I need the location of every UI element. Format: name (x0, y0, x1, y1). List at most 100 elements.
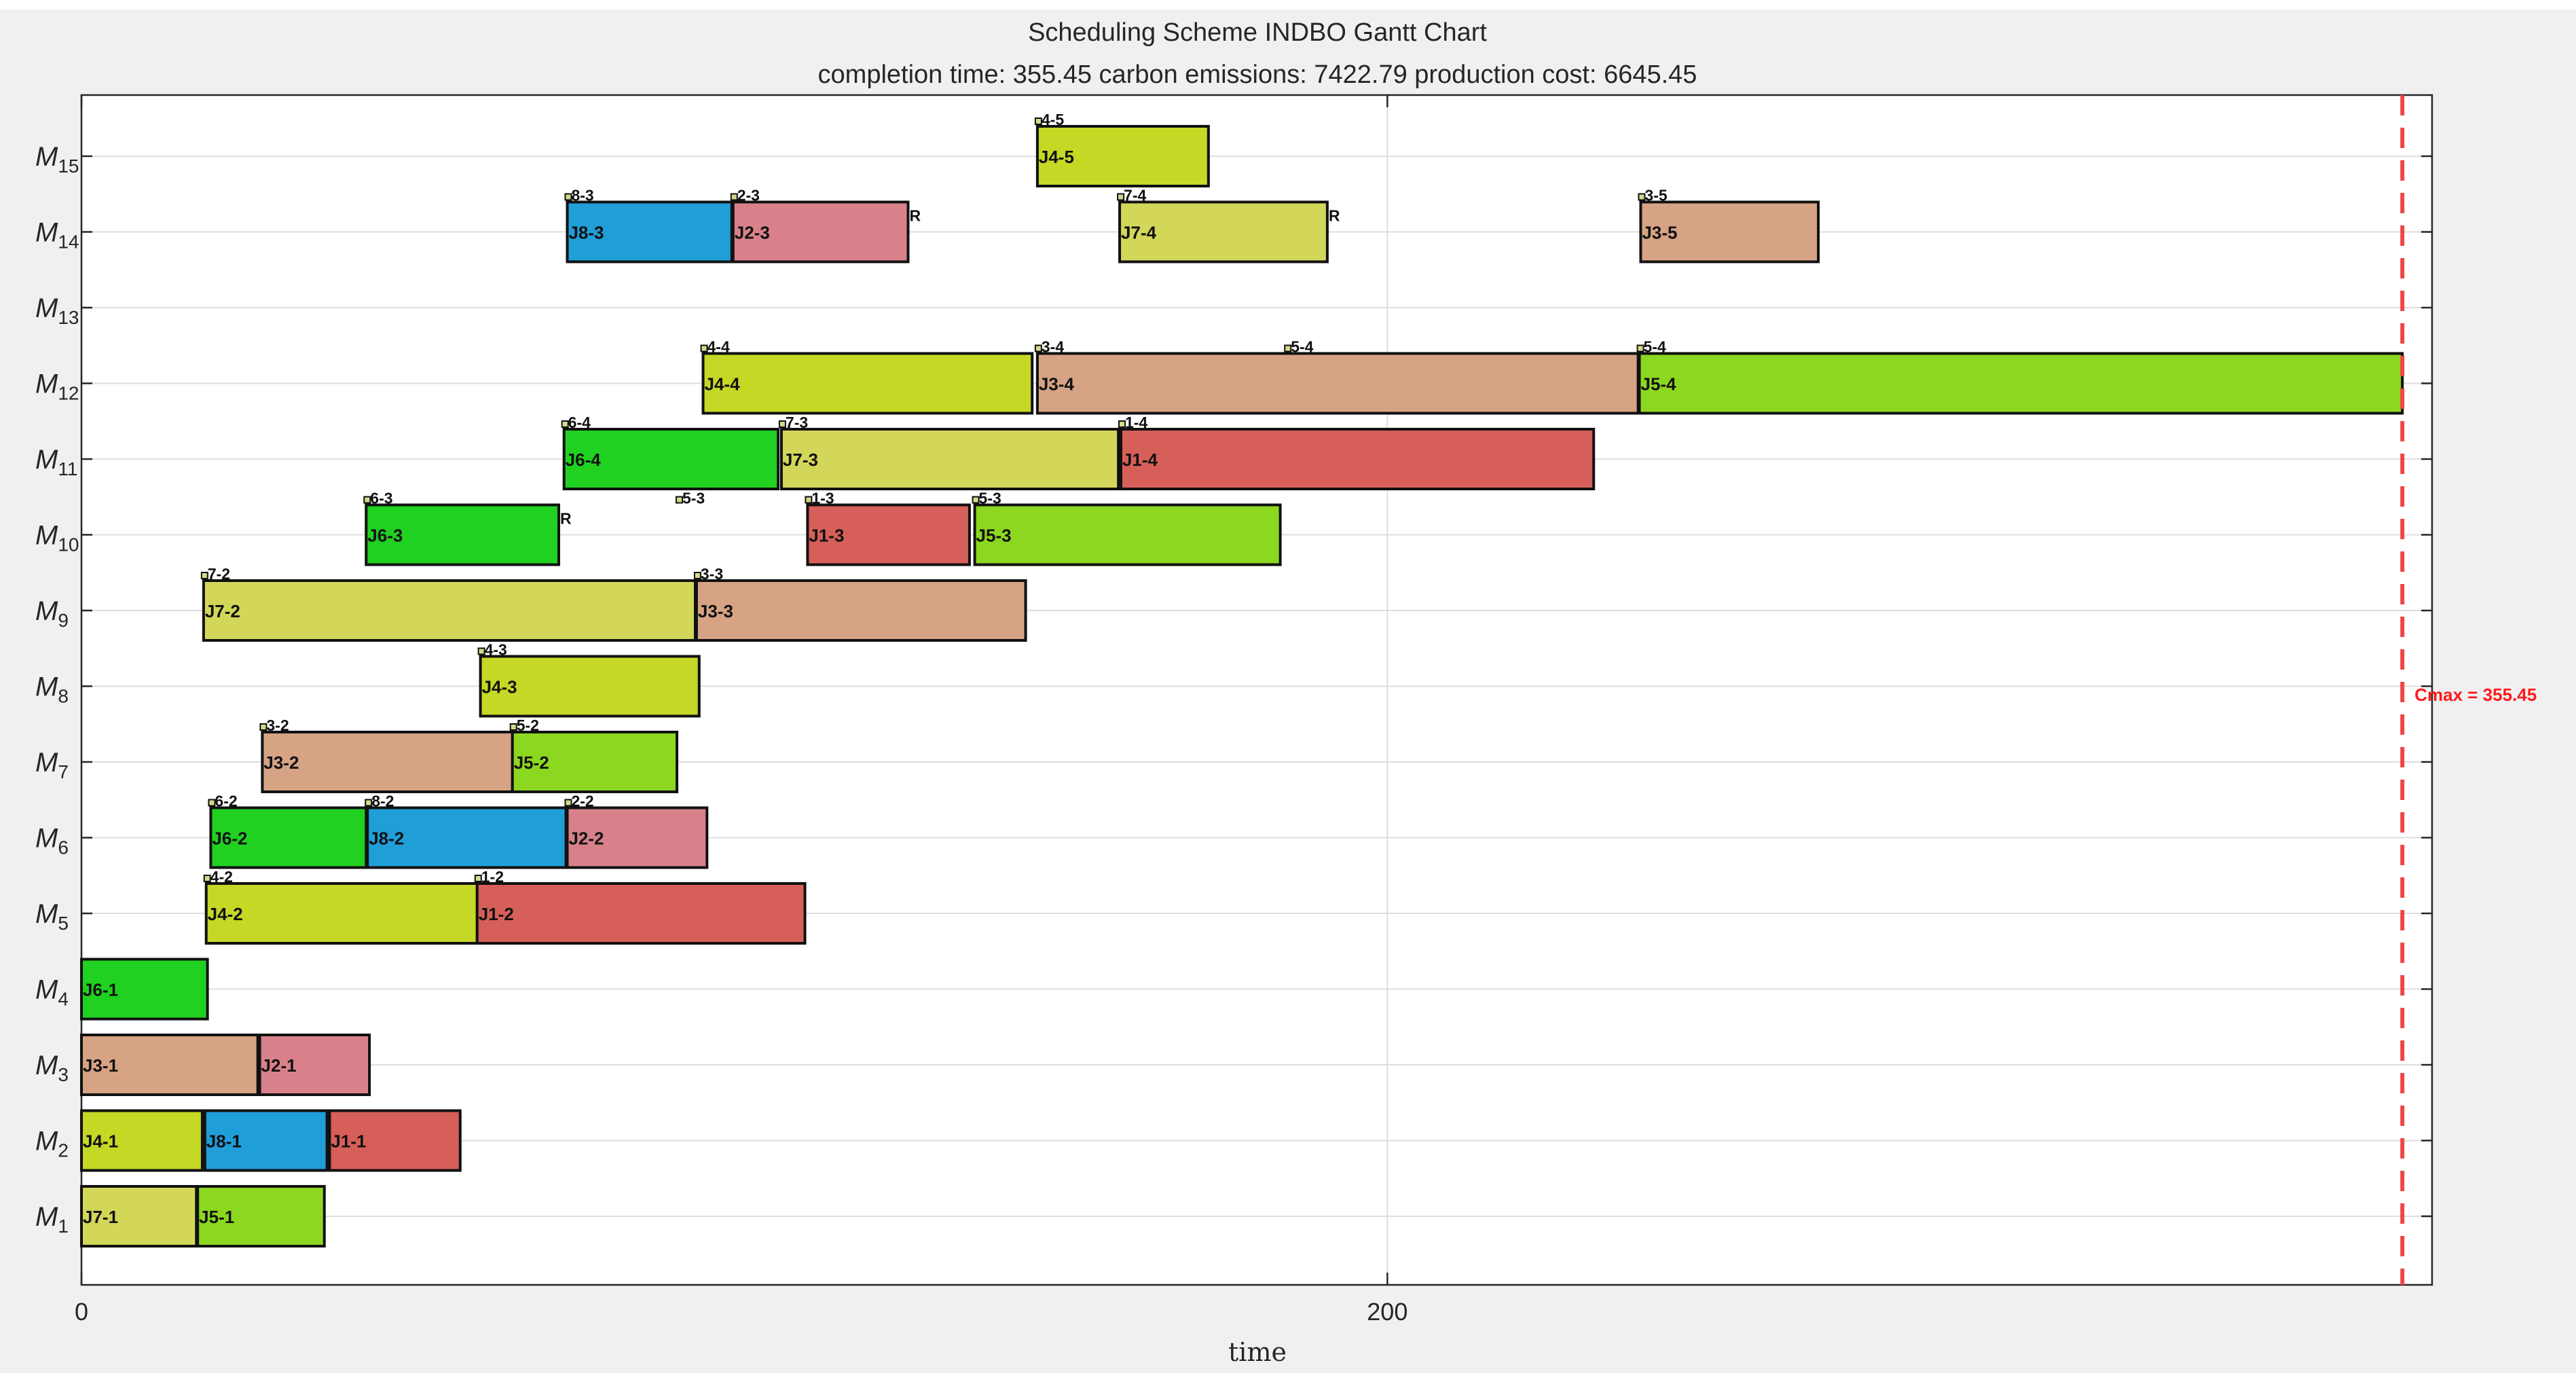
machine-label-prefix: M (35, 445, 58, 475)
task-label-j3-3: J3-3 (698, 601, 733, 621)
task-bar-j3-1 (80, 1034, 259, 1096)
top-margin (0, 0, 2576, 10)
machine-label-9: M9 (35, 596, 69, 631)
task-label-j3-2: J3-2 (263, 752, 299, 773)
x-axis-label: time (1228, 1337, 1287, 1367)
machine-label-3: M3 (35, 1051, 69, 1085)
task-bar-j4-5 (1035, 125, 1210, 187)
task-label-j1-1: J1-1 (331, 1131, 366, 1152)
machine-label-prefix: M (35, 824, 58, 854)
task-label-j6-1: J6-1 (83, 980, 118, 1000)
standalone-marker-label-5-4: 5-4 (1291, 338, 1313, 356)
task-top-label-j7-2: 7-2 (208, 565, 230, 583)
machine-label-prefix: M (35, 899, 58, 929)
task-label-j3-1: J3-1 (83, 1055, 118, 1076)
machine-label-subscript: 15 (58, 156, 79, 177)
task-label-j1-2: J1-2 (479, 904, 514, 924)
machine-label-prefix: M (35, 672, 58, 702)
task-bar-j5-3 (973, 503, 1282, 566)
task-bar-j7-3 (779, 428, 1120, 490)
task-bar-j6-4 (562, 428, 780, 490)
machine-label-prefix: M (35, 218, 58, 248)
machine-label-11: M11 (35, 445, 77, 479)
machine-label-5: M5 (35, 899, 69, 934)
cmax-layer: Cmax = 355.45 (2400, 95, 2537, 1285)
task-top-label-j7-3: 7-3 (786, 414, 808, 431)
task-label-j5-3: J5-3 (976, 526, 1012, 546)
machine-label-subscript: 13 (58, 307, 79, 328)
machine-label-subscript: 4 (58, 989, 69, 1010)
task-label-j6-2: J6-2 (212, 828, 247, 849)
task-top-label-j7-4: 7-4 (1124, 187, 1146, 204)
machine-label-2: M2 (35, 1127, 69, 1161)
task-label-j3-5: J3-5 (1642, 223, 1677, 243)
task-top-label-j5-3: 5-3 (979, 490, 1001, 507)
machine-label-14: M14 (35, 218, 79, 253)
cmax-label: Cmax = 355.45 (2414, 685, 2537, 705)
task-bar-j5-4 (1638, 352, 2404, 415)
machine-label-subscript: 8 (58, 686, 69, 707)
machine-label-subscript: 5 (58, 913, 69, 934)
task-bars: J7-1 J5-1 J4-1 J8-1 J1-1 J3-1 J2-1 J6-1 J4-2 4-2 J… (80, 111, 2404, 1248)
task-marker-j2-3 (730, 193, 738, 201)
machine-label-subscript: 12 (58, 383, 79, 404)
task-marker-j3-3 (693, 572, 701, 579)
task-marker-j6-2 (208, 799, 216, 807)
task-top-label-j3-2: 3-2 (266, 716, 289, 734)
task-r-marker-j7-4: R (1329, 207, 1340, 225)
task-label-j4-2: J4-2 (208, 904, 243, 924)
machine-label-subscript: 7 (58, 761, 69, 782)
machine-label-prefix: M (35, 596, 58, 626)
task-bar-j2-3 (731, 200, 910, 263)
machine-label-1: M1 (35, 1202, 69, 1237)
machine-label-10: M10 (35, 521, 79, 556)
task-top-label-j5-2: 5-2 (517, 716, 539, 734)
task-marker-j1-3 (805, 496, 813, 504)
x-tick-label-200: 200 (1367, 1298, 1407, 1326)
machine-label-prefix: M (35, 1051, 58, 1080)
task-bar-j3-5 (1639, 200, 1820, 263)
machine-label-prefix: M (35, 1127, 58, 1157)
task-bar-j4-1 (80, 1109, 204, 1172)
task-marker-j4-2 (203, 875, 211, 882)
standalone-marker-label-5-3: 5-3 (682, 490, 705, 507)
task-r-marker-j2-3: R (909, 207, 921, 225)
machine-label-13: M13 (35, 293, 79, 328)
machine-label-subscript: 3 (58, 1064, 69, 1085)
task-label-j5-2: J5-2 (514, 752, 549, 773)
task-top-label-j3-4: 3-4 (1042, 338, 1064, 356)
x-tick-label-0: 0 (75, 1298, 88, 1326)
task-marker-j3-5 (1638, 193, 1646, 201)
task-marker-j5-3 (972, 496, 980, 504)
task-label-j4-4: J4-4 (705, 374, 741, 395)
task-label-j2-3: J2-3 (735, 223, 770, 243)
task-marker-j4-5 (1034, 117, 1042, 125)
task-bar-j1-2 (475, 882, 807, 945)
task-r-marker-j6-3: R (560, 510, 572, 528)
task-top-label-j4-2: 4-2 (210, 868, 233, 886)
machine-label-subscript: 11 (58, 458, 77, 479)
task-top-label-j1-3: 1-3 (811, 490, 834, 507)
task-marker-j8-2 (365, 799, 373, 807)
task-label-j1-4: J1-4 (1122, 450, 1158, 470)
task-top-label-j3-3: 3-3 (701, 565, 723, 583)
machine-label-subscript: 14 (58, 232, 79, 253)
machine-label-12: M12 (35, 369, 79, 404)
task-top-label-j6-3: 6-3 (370, 490, 392, 507)
chart-title: Scheduling Scheme INDBO Gantt Chart (1028, 18, 1487, 47)
task-top-label-j4-4: 4-4 (707, 338, 730, 356)
task-top-label-j1-2: 1-2 (481, 868, 504, 886)
task-label-j3-4: J3-4 (1039, 374, 1075, 395)
machine-label-prefix: M (35, 369, 58, 399)
chart-subtitle: completion time: 355.45 carbon emissions… (818, 60, 1697, 89)
task-bar-j3-3 (695, 579, 1027, 642)
machine-label-15: M15 (35, 142, 79, 177)
task-bar-j6-2 (209, 806, 368, 869)
machine-label-subscript: 6 (58, 837, 69, 858)
task-bar-j6-3 (365, 503, 560, 566)
machine-label-prefix: M (35, 975, 58, 1005)
machine-label-4: M4 (35, 975, 69, 1010)
task-bar-j3-4 (1035, 352, 1640, 415)
